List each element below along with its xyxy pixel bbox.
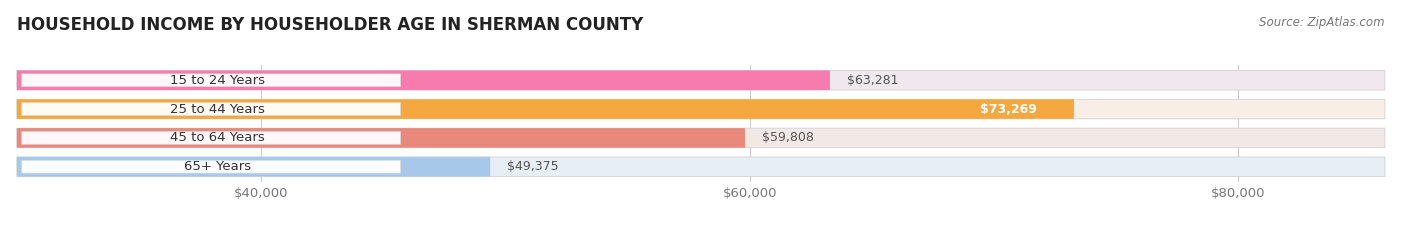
Text: $73,269: $73,269 xyxy=(980,103,1038,116)
FancyBboxPatch shape xyxy=(17,99,1385,119)
Text: Source: ZipAtlas.com: Source: ZipAtlas.com xyxy=(1260,16,1385,29)
FancyBboxPatch shape xyxy=(21,160,401,173)
FancyBboxPatch shape xyxy=(21,103,401,115)
Text: 45 to 64 Years: 45 to 64 Years xyxy=(170,131,264,144)
FancyBboxPatch shape xyxy=(17,128,745,148)
FancyBboxPatch shape xyxy=(21,132,401,144)
Text: $63,281: $63,281 xyxy=(846,74,898,87)
Text: HOUSEHOLD INCOME BY HOUSEHOLDER AGE IN SHERMAN COUNTY: HOUSEHOLD INCOME BY HOUSEHOLDER AGE IN S… xyxy=(17,16,643,34)
FancyBboxPatch shape xyxy=(21,74,401,87)
Text: 25 to 44 Years: 25 to 44 Years xyxy=(170,103,264,116)
FancyBboxPatch shape xyxy=(17,70,1385,90)
Text: 65+ Years: 65+ Years xyxy=(184,160,250,173)
Text: $49,375: $49,375 xyxy=(508,160,560,173)
FancyBboxPatch shape xyxy=(17,157,1385,177)
Text: $59,808: $59,808 xyxy=(762,131,814,144)
FancyBboxPatch shape xyxy=(17,157,491,177)
FancyBboxPatch shape xyxy=(17,128,1385,148)
Text: 15 to 24 Years: 15 to 24 Years xyxy=(170,74,264,87)
FancyBboxPatch shape xyxy=(17,70,830,90)
FancyBboxPatch shape xyxy=(17,99,1074,119)
